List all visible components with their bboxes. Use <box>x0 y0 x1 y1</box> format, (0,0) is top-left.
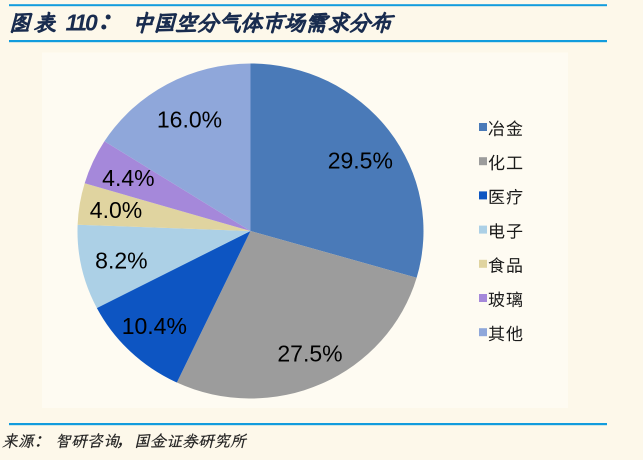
svg-text:110: 110 <box>66 9 98 35</box>
svg-text:4.4%: 4.4% <box>102 165 154 191</box>
svg-text:10.4%: 10.4% <box>122 313 187 339</box>
svg-text:4.0%: 4.0% <box>90 197 142 223</box>
svg-text:8.2%: 8.2% <box>95 248 147 274</box>
svg-text:29.5%: 29.5% <box>328 148 393 174</box>
svg-text:27.5%: 27.5% <box>277 341 342 367</box>
svg-text:16.0%: 16.0% <box>157 107 222 133</box>
